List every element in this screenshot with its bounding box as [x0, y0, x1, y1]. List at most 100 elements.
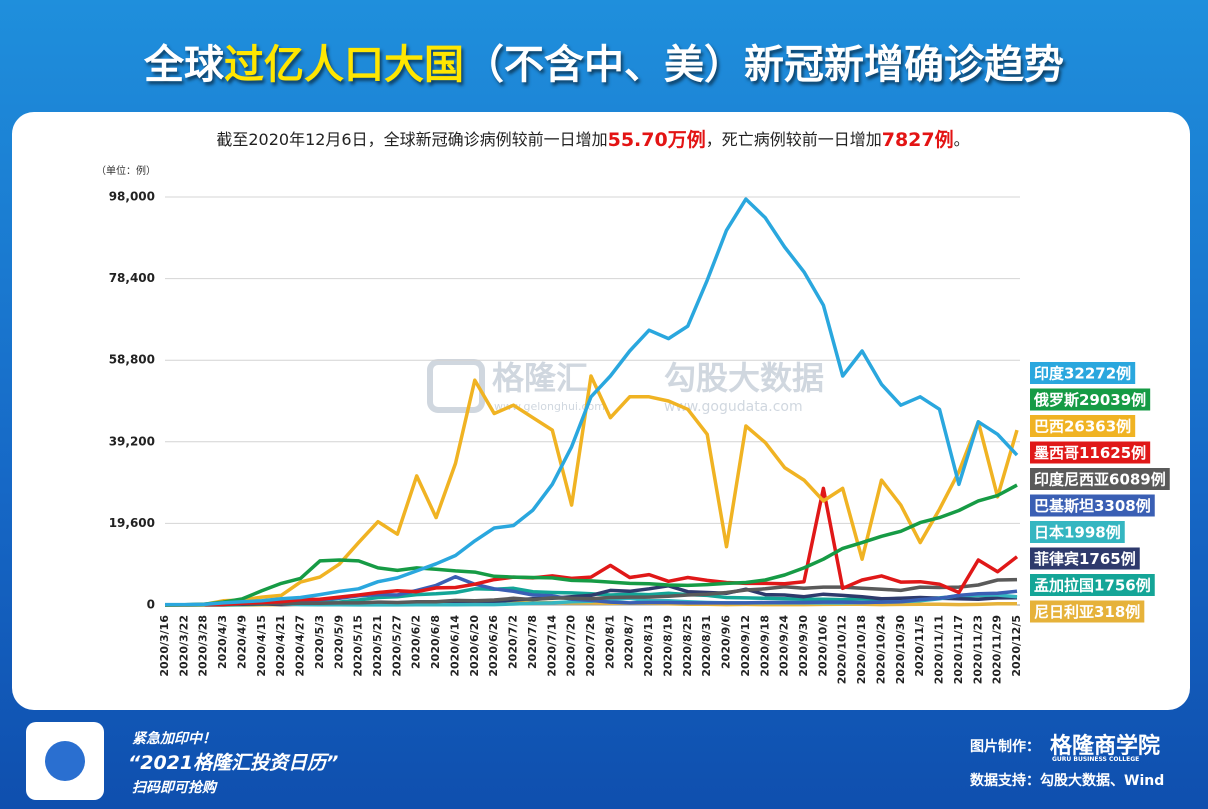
- x-tick-label: 2020/7/2: [507, 615, 520, 669]
- legend-item: 日本1998例: [1030, 521, 1125, 543]
- x-tick-label: 2020/6/20: [468, 615, 481, 677]
- x-tick-label: 2020/5/3: [313, 615, 326, 669]
- subtitle-deaths: 7827例: [882, 128, 954, 151]
- legend-swatch: [1030, 468, 1170, 490]
- legend-item: 菲律宾1765例: [1030, 547, 1140, 570]
- x-tick-label: 2020/10/30: [894, 615, 907, 685]
- legend-item: 墨西哥11625例: [1030, 441, 1151, 464]
- series-line: [165, 486, 1019, 607]
- page-title: 全球过亿人口大国（不含中、美）新冠新增确诊趋势: [0, 32, 1208, 90]
- legend-label: 墨西哥11625例: [1034, 444, 1146, 462]
- x-tick-label: 2020/11/11: [933, 615, 946, 684]
- x-tick-label: 2020/4/3: [216, 615, 229, 669]
- series-line: [165, 374, 1019, 607]
- legend-item: 印度32272例: [1030, 362, 1136, 384]
- x-tick-label: 2020/9/18: [758, 615, 771, 677]
- x-tick-label: 2020/4/27: [294, 615, 307, 677]
- title-highlight: 过亿人口大国: [224, 42, 464, 88]
- series-line: [165, 197, 1019, 607]
- x-tick-label: 2020/11/5: [913, 615, 926, 677]
- subtitle-text: 截至2020年12月6日，全球新冠确诊病例较前一日增加: [216, 130, 607, 149]
- chart-subtitle: 截至2020年12月6日，全球新冠确诊病例较前一日增加55.70万例，死亡病例较…: [216, 128, 969, 151]
- title-text: （不含中、美）新冠新增确诊趋势: [464, 42, 1064, 88]
- x-tick-label: 2020/4/9: [235, 615, 248, 669]
- x-tick-label: 2020/3/22: [177, 615, 190, 677]
- watermark-data-url: www.gogudata.com: [664, 399, 803, 415]
- legend-label: 印度32272例: [1034, 365, 1131, 383]
- x-tick-label: 2020/5/9: [332, 615, 345, 669]
- x-tick-label: 2020/8/25: [681, 615, 694, 677]
- title-text: 全球: [144, 42, 224, 88]
- x-tick-label: 2020/5/15: [352, 615, 365, 677]
- qr-code: [26, 722, 104, 800]
- y-tick-label: 58,800: [109, 353, 155, 367]
- x-tick-label: 2020/7/20: [565, 615, 578, 677]
- subtitle-cases: 55.70万例: [608, 128, 706, 151]
- promo-line: 扫码即可抢购: [132, 780, 216, 796]
- x-tick-label: 2020/6/14: [448, 615, 461, 677]
- x-tick-label: 2020/7/26: [584, 615, 597, 677]
- legend-swatch: [1030, 547, 1140, 570]
- chart-panel: [12, 112, 1190, 710]
- x-tick-label: 2020/5/21: [371, 615, 384, 677]
- y-tick-label: 78,400: [109, 271, 155, 285]
- x-tick-label: 2020/6/2: [410, 615, 423, 669]
- y-tick-label: 39,200: [109, 434, 155, 448]
- legend-item: 尼日利亚318例: [1030, 600, 1145, 623]
- x-tick-label: 2020/11/17: [952, 615, 965, 684]
- x-tick-label: 2020/4/15: [255, 615, 268, 677]
- legend-swatch: [1030, 362, 1136, 384]
- x-tick-label: 2020/6/26: [487, 615, 500, 677]
- data-source: 数据支持：勾股大数据、Wind: [970, 773, 1165, 789]
- legend-label: 印度尼西亚6089例: [1034, 471, 1166, 489]
- x-tick-label: 2020/10/6: [816, 615, 829, 677]
- x-tick-label: 2020/8/13: [642, 615, 655, 677]
- subtitle-text: ，死亡病例较前一日增加: [706, 130, 882, 149]
- x-tick-label: 2020/8/31: [700, 615, 713, 677]
- legend-swatch: [1030, 388, 1151, 411]
- promo-line: 紧急加印中！: [132, 731, 216, 747]
- x-tick-label: 2020/3/28: [197, 615, 210, 677]
- x-tick-label: 2020/9/24: [778, 615, 791, 677]
- x-tick-label: 2020/6/8: [429, 615, 442, 669]
- legend-label: 巴西26363例: [1034, 418, 1131, 436]
- x-tick-label: 2020/9/12: [739, 615, 752, 677]
- legend-swatch: [1030, 521, 1125, 543]
- x-tick-label: 2020/11/23: [971, 615, 984, 684]
- maker: 格隆商学院: [1050, 734, 1161, 759]
- legend-label: 俄罗斯29039例: [1033, 391, 1146, 409]
- legend-swatch: [1030, 415, 1136, 437]
- x-tick-label: 2020/8/19: [661, 615, 674, 677]
- y-tick-label: 98,000: [109, 190, 155, 204]
- x-tick-label: 2020/8/7: [623, 615, 636, 669]
- x-tick-label: 2020/10/24: [874, 615, 887, 685]
- watermark-logo: [427, 359, 485, 413]
- promo-title: “2021格隆汇投资日历”: [128, 752, 339, 774]
- x-tick-label: 2020/10/12: [836, 615, 849, 684]
- x-tick-label: 2020/12/5: [1010, 615, 1023, 677]
- legend-item: 俄罗斯29039例: [1030, 388, 1151, 411]
- x-tick-label: 2020/10/18: [855, 615, 868, 684]
- subtitle-text: 。: [954, 130, 970, 149]
- unit-label: （单位：例）: [96, 164, 156, 177]
- legend-swatch: [1030, 574, 1155, 596]
- legend-label: 尼日利亚318例: [1034, 603, 1140, 621]
- x-tick-label: 2020/9/6: [720, 615, 733, 669]
- watermark-brand: 格隆汇: [492, 359, 588, 397]
- x-tick-label: 2020/9/30: [797, 615, 810, 677]
- legend-label: 孟加拉国1756例: [1034, 577, 1151, 595]
- maker-label: 图片制作：: [970, 739, 1040, 755]
- watermark-data-brand: 勾股大数据: [664, 359, 824, 397]
- legend-label: 日本1998例: [1034, 524, 1121, 542]
- y-tick-label: 0: [147, 598, 155, 612]
- legend-label: 菲律宾1765例: [1034, 550, 1136, 568]
- y-tick-label: 19,600: [109, 516, 155, 530]
- maker-en: GURU BUSINESS COLLEGE: [1052, 756, 1140, 763]
- x-tick-label: 2020/4/21: [274, 615, 287, 677]
- legend-item: 孟加拉国1756例: [1030, 574, 1155, 596]
- x-tick-label: 2020/3/16: [158, 615, 171, 677]
- legend-swatch: [1030, 600, 1145, 623]
- x-tick-label: 2020/11/29: [991, 615, 1004, 684]
- legend-item: 巴西26363例: [1030, 415, 1136, 437]
